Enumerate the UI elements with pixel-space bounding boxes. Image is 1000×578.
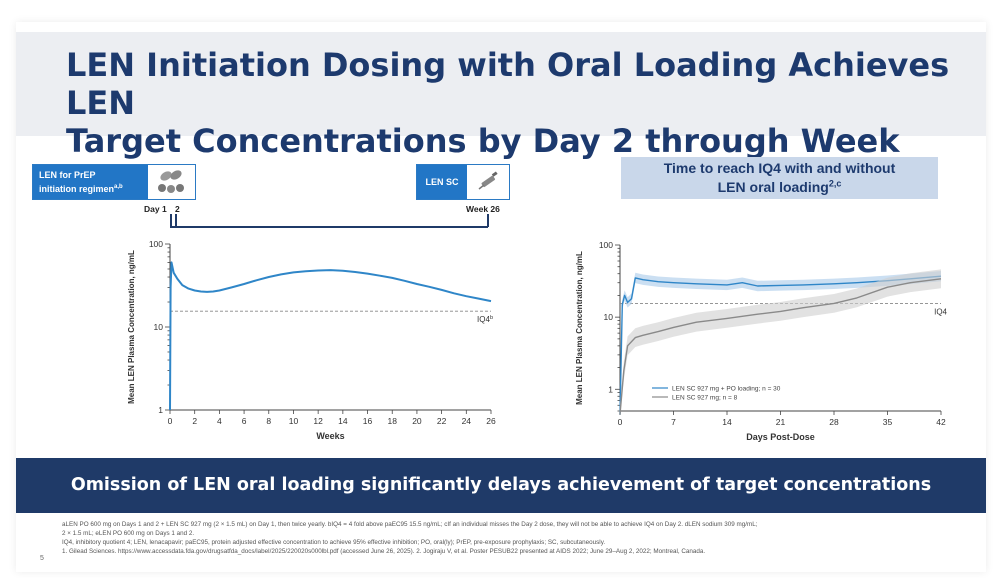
summary-banner: Omission of LEN oral loading significant… [16,458,986,513]
x-tick-label: 20 [412,416,422,426]
x-tick-label: 16 [363,416,373,426]
x-tick-label: 35 [883,417,893,427]
y-tick-label: 10 [154,322,164,332]
footnote-1: aLEN PO 600 mg on Days 1 and 2 + LEN SC … [62,521,758,528]
right-chart-title-sup: 2,c [828,178,842,189]
x-axis-label: Weeks [316,431,344,441]
x-tick-label: 24 [462,416,472,426]
x-tick-label: 22 [437,416,447,426]
title-line-1: LEN Initiation Dosing with Oral Loading … [66,46,950,122]
series-band [620,269,941,411]
x-tick-label: 14 [722,417,732,427]
footnote-4: 1. Gilead Sciences. https://www.accessda… [62,548,706,555]
timeline-day1-label: Day 1 [144,204,167,214]
x-tick-label: 2 [192,416,197,426]
syringe-icon [467,165,509,199]
timeline-tick-week26 [487,214,489,227]
y-axis-label: Mean LEN Plasma Concentration, ng/mL [127,250,136,404]
slide-title: LEN Initiation Dosing with Oral Loading … [66,46,966,198]
y-axis-label: Mean LEN Plasma Concentration, ng/mL [575,251,584,405]
right-chart-title-line2-wrap: LEN oral loading2,c [621,178,938,197]
iq4-label: IQ4b [477,315,493,324]
timeline-week-label: Week 26 [466,204,500,214]
y-tick-label: 100 [149,239,163,249]
x-tick-label: 26 [486,416,496,426]
legend-label: LEN SC 927 mg; n = 8 [672,395,738,402]
page-number: 5 [40,555,44,562]
timeline-tick-day2 [175,214,177,227]
series-band [620,271,941,411]
x-tick-label: 21 [776,417,786,427]
x-tick-label: 12 [313,416,323,426]
y-tick-label: 1 [608,384,613,394]
iq4-label: IQ4 [934,307,947,316]
timeline-tick-day1 [170,214,172,227]
sc-label: LEN SC [417,165,467,199]
x-tick-label: 42 [936,417,946,427]
x-axis-label: Days Post-Dose [746,432,815,442]
x-tick-label: 28 [829,417,839,427]
x-tick-label: 0 [168,416,173,426]
regimen-label: LEN for PrEP initiation regimena,b [33,165,148,199]
x-tick-label: 14 [338,416,348,426]
regimen-label-line1: LEN for PrEP [39,170,96,180]
regimen-label-sup: a,b [114,184,123,190]
x-tick-label: 18 [387,416,397,426]
x-tick-label: 8 [266,416,271,426]
y-tick-label: 100 [599,240,613,250]
x-tick-label: 0 [618,417,623,427]
timeline-day2-label: 2 [175,204,180,214]
footnote-3: IQ4, inhibitory quotient 4; LEN, lenacap… [62,539,606,546]
right-chart-title-line1: Time to reach IQ4 with and without [663,160,896,176]
pill-icon [148,165,195,199]
series-line [619,275,942,415]
timeline-line [170,226,488,228]
y-tick-label: 10 [604,312,614,322]
legend-label: LEN SC 927 mg + PO loading; n = 30 [672,386,781,393]
regimen-box-sc: LEN SC [416,164,510,200]
x-tick-label: 7 [671,417,676,427]
footnotes: aLEN PO 600 mg on Days 1 and 2 + LEN SC … [62,520,982,556]
regimen-box-oral: LEN for PrEP initiation regimena,b [32,164,196,200]
right-chart-title: Time to reach IQ4 with and without LEN o… [621,157,938,199]
title-band [16,32,986,136]
regimen-label-line2: initiation regimen [39,184,115,194]
footnote-2: 2 × 1.5 mL; eLEN PO 600 mg on Days 1 and… [62,530,195,537]
x-tick-label: 4 [217,416,222,426]
x-tick-label: 10 [289,416,299,426]
series-line [169,261,492,411]
x-tick-label: 6 [242,416,247,426]
series-line [619,278,942,415]
right-chart-title-line2: LEN oral loading [717,179,829,195]
y-tick-label: 1 [158,405,163,415]
